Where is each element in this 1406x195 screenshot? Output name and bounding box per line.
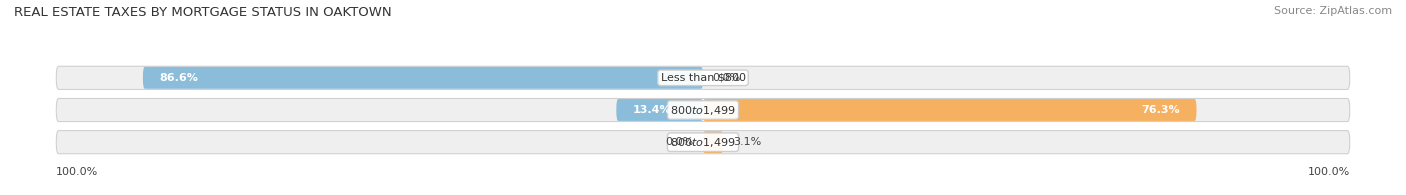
Text: 13.4%: 13.4% <box>633 105 671 115</box>
FancyBboxPatch shape <box>143 67 703 89</box>
FancyBboxPatch shape <box>56 98 1350 122</box>
FancyBboxPatch shape <box>703 131 723 153</box>
Text: 3.1%: 3.1% <box>733 137 761 147</box>
Text: 76.3%: 76.3% <box>1142 105 1180 115</box>
Text: Source: ZipAtlas.com: Source: ZipAtlas.com <box>1274 6 1392 16</box>
Text: Less than $800: Less than $800 <box>661 73 745 83</box>
FancyBboxPatch shape <box>56 66 1350 89</box>
Text: 0.0%: 0.0% <box>713 73 741 83</box>
Text: REAL ESTATE TAXES BY MORTGAGE STATUS IN OAKTOWN: REAL ESTATE TAXES BY MORTGAGE STATUS IN … <box>14 6 392 19</box>
FancyBboxPatch shape <box>56 131 1350 154</box>
FancyBboxPatch shape <box>703 99 1197 121</box>
Text: 100.0%: 100.0% <box>1308 167 1350 177</box>
Text: $800 to $1,499: $800 to $1,499 <box>671 136 735 149</box>
Text: 0.0%: 0.0% <box>665 137 693 147</box>
Text: $800 to $1,499: $800 to $1,499 <box>671 104 735 116</box>
Text: 100.0%: 100.0% <box>56 167 98 177</box>
Text: 86.6%: 86.6% <box>159 73 198 83</box>
FancyBboxPatch shape <box>616 99 703 121</box>
